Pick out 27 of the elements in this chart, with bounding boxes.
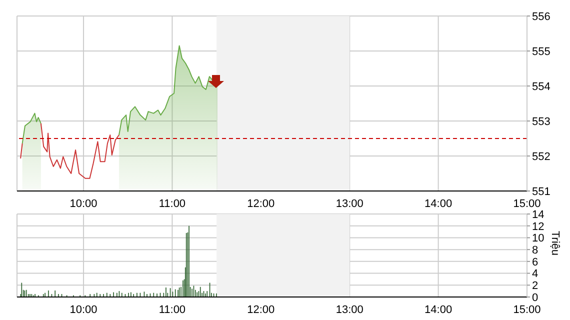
y-axis-title: Triệu bbox=[549, 230, 562, 256]
x-tick-label: 12:00 bbox=[247, 304, 275, 316]
y-tick-label: 554 bbox=[532, 80, 550, 93]
y-tick-label: 10 bbox=[532, 232, 544, 245]
y-tick-label: 551 bbox=[532, 186, 550, 198]
x-tick-label: 13:00 bbox=[336, 304, 364, 316]
y-tick-label: 553 bbox=[532, 116, 550, 128]
y-tick-label: 552 bbox=[532, 150, 550, 163]
x-tick-label: 14:00 bbox=[424, 304, 452, 316]
x-tick-label: 14:00 bbox=[424, 198, 452, 210]
x-tick-label: 10:00 bbox=[70, 304, 98, 316]
x-tick-label: 15:00 bbox=[513, 304, 541, 316]
y-tick-label: 556 bbox=[532, 10, 550, 23]
y-tick-label: 4 bbox=[532, 268, 538, 280]
y-tick-label: 8 bbox=[532, 244, 538, 256]
x-tick-label: 10:00 bbox=[70, 198, 98, 210]
x-tick-label: 11:00 bbox=[158, 304, 186, 316]
y-tick-label: 6 bbox=[532, 256, 538, 268]
x-tick-label: 11:00 bbox=[158, 198, 186, 210]
y-tick-label: 2 bbox=[532, 280, 538, 292]
y-tick-label: 555 bbox=[532, 46, 550, 58]
x-tick-label: 15:00 bbox=[513, 198, 541, 210]
y-tick-label: 14 bbox=[532, 208, 544, 221]
x-tick-label: 13:00 bbox=[336, 198, 364, 210]
y-tick-label: 0 bbox=[532, 292, 538, 304]
x-tick-label: 12:00 bbox=[247, 198, 275, 210]
y-tick-label: 12 bbox=[532, 220, 544, 233]
